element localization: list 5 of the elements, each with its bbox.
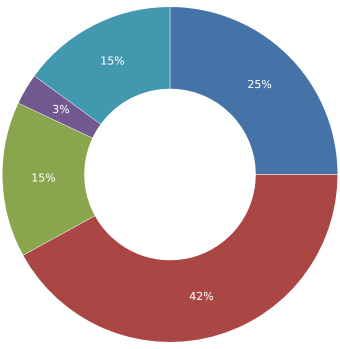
data-label: 15% [31,171,56,184]
data-label: 25% [247,78,272,91]
data-label: 15% [100,54,125,68]
data-label: 3% [52,102,70,116]
data-label: 42% [189,290,214,304]
